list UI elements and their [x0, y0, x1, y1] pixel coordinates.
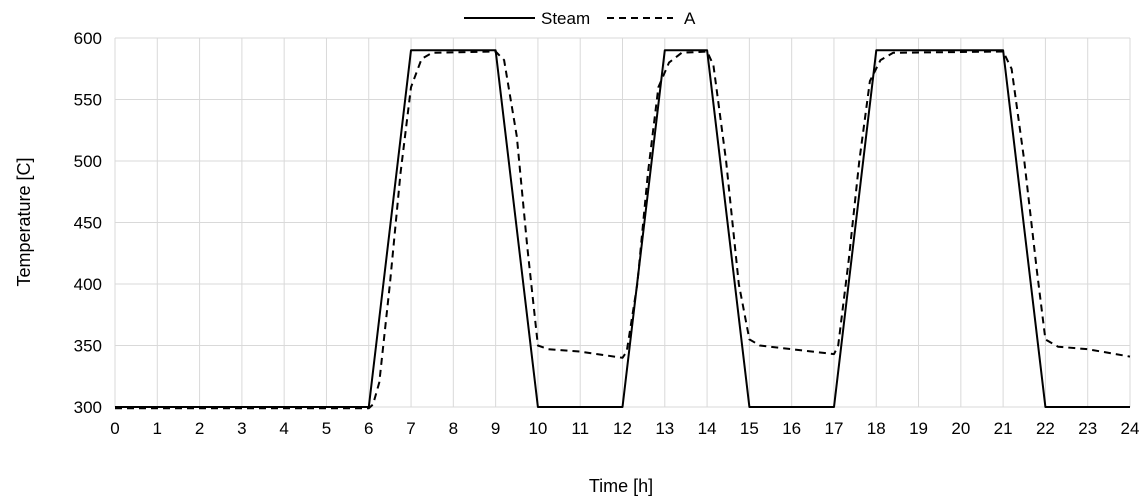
- y-tick-label: 550: [74, 91, 102, 110]
- grid: [114, 37, 1131, 408]
- x-tick-label: 9: [491, 419, 500, 438]
- x-tick-label: 16: [782, 419, 801, 438]
- x-tick-label: 8: [449, 419, 458, 438]
- x-tick-label: 19: [909, 419, 928, 438]
- y-tick-label: 450: [74, 214, 102, 233]
- series-layer: [115, 49, 1131, 410]
- y-tick-label: 600: [74, 29, 102, 48]
- legend-a-label: A: [684, 9, 696, 28]
- x-tick-label: 12: [613, 419, 632, 438]
- x-tick-label: 15: [740, 419, 759, 438]
- x-tick-label: 1: [153, 419, 162, 438]
- x-tick-label: 4: [279, 419, 288, 438]
- legend: Steam A: [464, 9, 696, 28]
- x-tick-label: 24: [1121, 419, 1140, 438]
- y-axis-title: Temperature [C]: [14, 157, 34, 286]
- x-tick-label: 14: [698, 419, 717, 438]
- x-tick-label: 18: [867, 419, 886, 438]
- x-tick-label: 13: [655, 419, 674, 438]
- x-tick-label: 11: [571, 419, 589, 438]
- x-axis-title: Time [h]: [589, 476, 653, 496]
- x-tick-label: 7: [406, 419, 415, 438]
- x-tick-label: 0: [110, 419, 119, 438]
- x-tick-label: 21: [994, 419, 1013, 438]
- y-tick-label: 350: [74, 337, 102, 356]
- x-tick-label: 17: [824, 419, 843, 438]
- y-tick-label: 300: [74, 398, 102, 417]
- x-tick-label: 5: [322, 419, 331, 438]
- x-tick-label: 3: [237, 419, 246, 438]
- tick-labels: 0 1 2 3 4 5 6 7 8 9 10 11 12 13 14 15 16 17 18 19 20 21 22 23 24…: [74, 29, 1140, 438]
- x-tick-label: 2: [195, 419, 204, 438]
- x-tick-label: 10: [528, 419, 547, 438]
- x-tick-label: 20: [951, 419, 970, 438]
- series-line-a: [115, 50, 1131, 410]
- x-tick-label: 23: [1078, 419, 1097, 438]
- y-tick-label: 500: [74, 152, 102, 171]
- y-tick-label: 400: [74, 275, 102, 294]
- legend-steam-label: Steam: [541, 9, 590, 28]
- series-line-steam: [115, 49, 1130, 408]
- x-tick-label: 6: [364, 419, 373, 438]
- x-tick-label: 22: [1036, 419, 1055, 438]
